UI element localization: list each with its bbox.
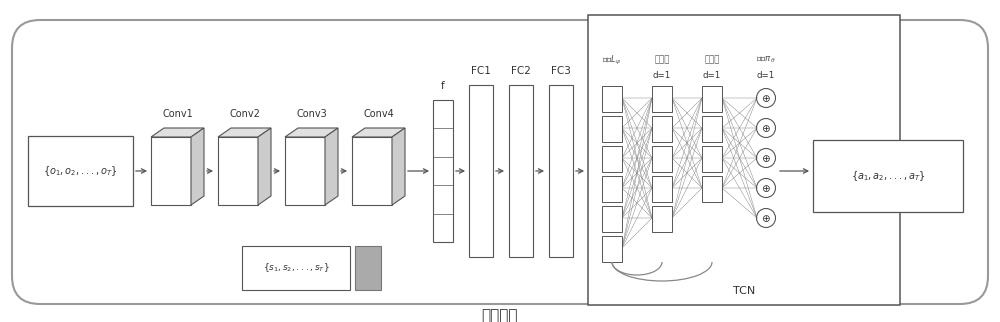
Bar [702,146,722,172]
Text: Conv4: Conv4 [363,109,394,119]
Bar [151,137,191,205]
Bar [285,137,325,205]
Text: FC2: FC2 [511,66,531,76]
Text: FC1: FC1 [471,66,491,76]
Bar [355,246,381,290]
Bar [652,146,672,172]
Polygon shape [218,128,271,137]
Text: $\{o_1, o_2, ..., o_T\}$: $\{o_1, o_2, ..., o_T\}$ [43,164,118,178]
Text: $\oplus$: $\oplus$ [761,183,771,194]
Text: Conv3: Conv3 [296,109,327,119]
Text: 隐含层: 隐含层 [704,55,720,64]
Polygon shape [285,128,338,137]
Text: d=1: d=1 [703,71,721,80]
Text: $\oplus$: $\oplus$ [761,153,771,164]
Text: 输出$\pi_\theta$: 输出$\pi_\theta$ [756,55,776,65]
Bar [602,86,622,112]
Text: $\oplus$: $\oplus$ [761,213,771,223]
Text: f: f [441,81,445,91]
Text: 输入$L_\psi$: 输入$L_\psi$ [602,53,622,67]
Bar [602,236,622,262]
Text: $\{s_1, s_2, ..., s_T\}$: $\{s_1, s_2, ..., s_T\}$ [263,261,329,274]
Polygon shape [258,128,271,205]
Text: $\oplus$: $\oplus$ [761,92,771,103]
Bar [702,176,722,202]
Text: 网络结构: 网络结构 [482,308,518,322]
Polygon shape [151,128,204,137]
Bar [602,146,622,172]
Text: TCN: TCN [733,286,755,296]
Bar [433,100,453,242]
Bar [549,85,573,257]
Bar [28,136,133,206]
Polygon shape [392,128,405,205]
Text: Conv2: Conv2 [229,109,260,119]
Bar [652,176,672,202]
Bar [352,137,392,205]
Bar [602,116,622,142]
Bar [469,85,493,257]
Bar [813,140,963,212]
Bar [702,116,722,142]
Text: d=1: d=1 [757,71,775,80]
Polygon shape [191,128,204,205]
Bar [509,85,533,257]
Text: $\oplus$: $\oplus$ [761,122,771,134]
Bar [242,246,350,290]
Bar [218,137,258,205]
Polygon shape [325,128,338,205]
Polygon shape [352,128,405,137]
Bar [602,206,622,232]
Bar [588,15,900,305]
Text: 隐含层: 隐含层 [654,55,670,64]
Bar [652,206,672,232]
Bar [652,86,672,112]
Text: FC3: FC3 [551,66,571,76]
Text: Conv1: Conv1 [162,109,193,119]
Bar [702,86,722,112]
Bar [652,116,672,142]
Text: d=1: d=1 [653,71,671,80]
Text: $\{a_1, a_2, ..., a_T\}$: $\{a_1, a_2, ..., a_T\}$ [851,169,925,183]
Bar [602,176,622,202]
FancyBboxPatch shape [12,20,988,304]
